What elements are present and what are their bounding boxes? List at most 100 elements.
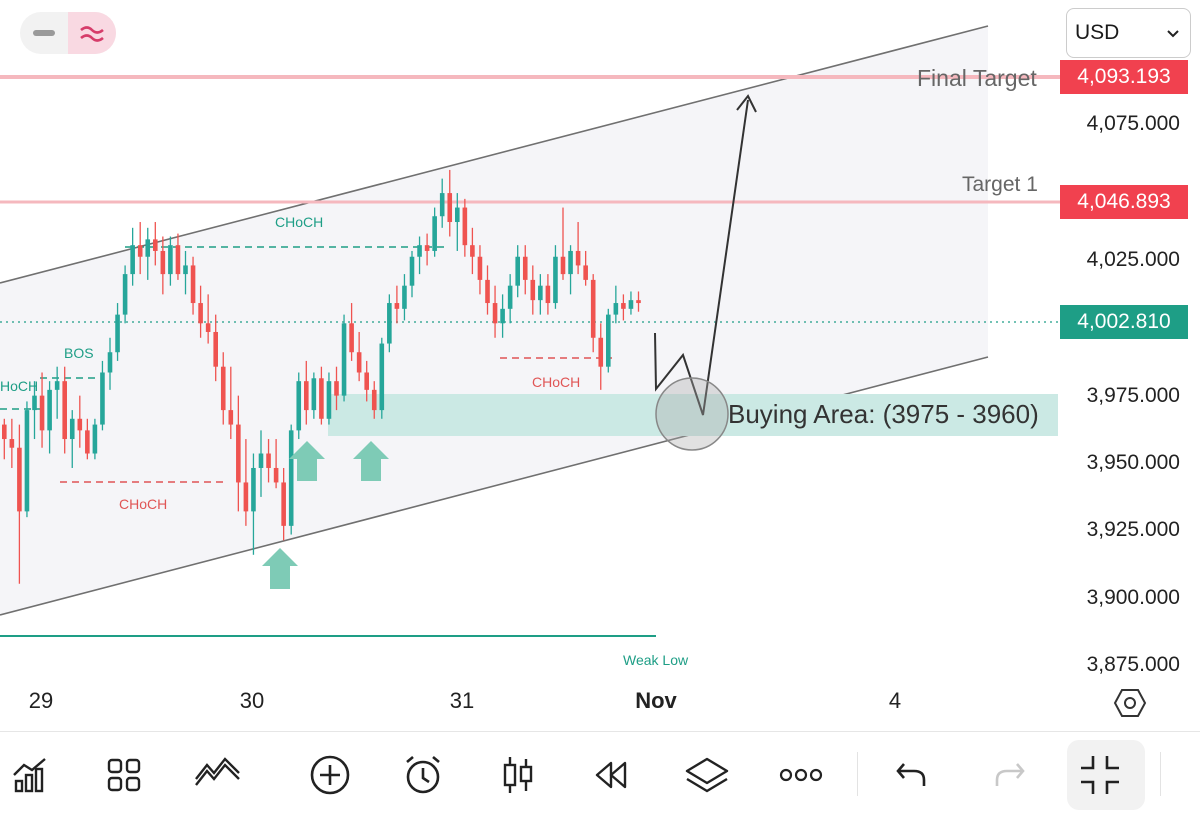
price-axis-label: 4,075.000 [1086, 112, 1180, 135]
candle-body [455, 207, 460, 223]
replay-icon[interactable] [581, 732, 641, 816]
candle-body [130, 245, 135, 275]
price-axis-label: 3,900.000 [1086, 586, 1180, 609]
chart-type-icon[interactable] [0, 732, 60, 816]
grid-icon[interactable] [94, 732, 154, 816]
current-price-tag: 4,002.810 [1060, 305, 1188, 339]
up-arrow-2 [289, 441, 325, 481]
toolbar-divider [1160, 752, 1161, 796]
candle-body [341, 323, 347, 396]
candle-body [205, 323, 211, 332]
candle-body [583, 265, 588, 280]
candle-body [522, 256, 528, 280]
candle-body [77, 418, 83, 431]
candle-body [492, 303, 498, 324]
candle-body [47, 389, 52, 431]
indicators-icon[interactable] [188, 732, 248, 816]
bos-label: BOS [64, 345, 94, 361]
layers-icon[interactable] [677, 732, 737, 816]
chart-mode-toggle[interactable] [20, 12, 116, 54]
choch-right-label: CHoCH [532, 374, 581, 390]
wave-icon[interactable] [68, 12, 116, 54]
candle-body [387, 303, 392, 344]
projection-path [654, 99, 749, 416]
candle-body [628, 300, 634, 309]
price-axis-label: 3,950.000 [1086, 451, 1180, 474]
candle-body [356, 352, 362, 373]
candle-body [273, 467, 279, 483]
candle-body [85, 430, 90, 454]
candle-body [24, 410, 30, 512]
channel-upper-line [0, 25, 989, 284]
candle-body [326, 381, 332, 419]
candle-body [364, 372, 369, 390]
candle-body [402, 285, 407, 309]
candle-body [92, 424, 98, 454]
candle-body [515, 256, 520, 286]
candle-body [228, 410, 234, 425]
buying-area-zone [328, 394, 1058, 436]
candle-body [175, 245, 181, 275]
candle-body [349, 323, 354, 353]
candle-body [251, 467, 256, 512]
alarm-icon[interactable] [393, 732, 453, 816]
candle-body [590, 279, 596, 338]
date-label-31: 31 [449, 688, 475, 713]
candle-body [568, 250, 573, 275]
candle-body [538, 285, 543, 301]
chevron-down-icon [1166, 21, 1180, 45]
candle-body [545, 285, 551, 304]
minus-icon[interactable] [20, 12, 68, 54]
date-label-30: 30 [239, 688, 265, 713]
date-label-nov: Nov [635, 688, 677, 713]
candle-body [153, 239, 158, 251]
final-target-price-tag: 4,093.193 [1060, 60, 1188, 94]
more-icon[interactable] [771, 732, 831, 816]
candles-group [2, 169, 641, 584]
candle-body [266, 453, 271, 468]
choch-bottom-left-label: CHoCH [119, 496, 168, 512]
candle-body [500, 308, 505, 324]
weak-low-label: Weak Low [623, 652, 689, 668]
candles-icon[interactable] [488, 732, 548, 816]
candle-body [17, 447, 22, 512]
up-arrow-3 [353, 441, 389, 481]
price-chart[interactable] [0, 0, 1200, 730]
final-target-label: Final Target [917, 65, 1037, 91]
candle-body [236, 424, 241, 483]
candle-body [2, 424, 7, 440]
candle-body [409, 256, 415, 286]
candle-body [69, 418, 75, 440]
candle-body [122, 274, 128, 315]
candle-body [477, 256, 483, 280]
candle-body [621, 303, 626, 309]
candle-body [100, 372, 105, 425]
candle-body [137, 245, 143, 257]
candle-body [379, 343, 385, 411]
date-label-29: 29 [28, 688, 54, 713]
candle-body [145, 239, 151, 257]
add-icon[interactable] [300, 732, 360, 816]
candle-body [636, 300, 641, 304]
chart-settings-icon[interactable] [1113, 686, 1147, 720]
candle-body [560, 256, 566, 275]
date-label-4: 4 [888, 688, 902, 713]
candle-body [447, 193, 453, 223]
candle-body [62, 381, 67, 440]
undo-icon[interactable] [882, 732, 942, 816]
candle-body [160, 250, 166, 275]
candle-body [220, 366, 226, 411]
candle-body [394, 303, 400, 309]
price-axis-label: 3,975.000 [1086, 384, 1180, 407]
candle-body [107, 352, 113, 373]
currency-select[interactable]: USD [1066, 8, 1191, 58]
candle-body [507, 285, 513, 309]
candle-body [54, 381, 60, 390]
fullscreen-exit-icon[interactable] [1067, 732, 1145, 816]
redo-icon[interactable] [979, 732, 1039, 816]
candle-body [39, 395, 45, 431]
candle-body [439, 193, 445, 217]
buying-area-label: Buying Area: (3975 - 3960) [728, 399, 1039, 429]
candle-body [575, 250, 581, 266]
candle-body [613, 303, 619, 315]
